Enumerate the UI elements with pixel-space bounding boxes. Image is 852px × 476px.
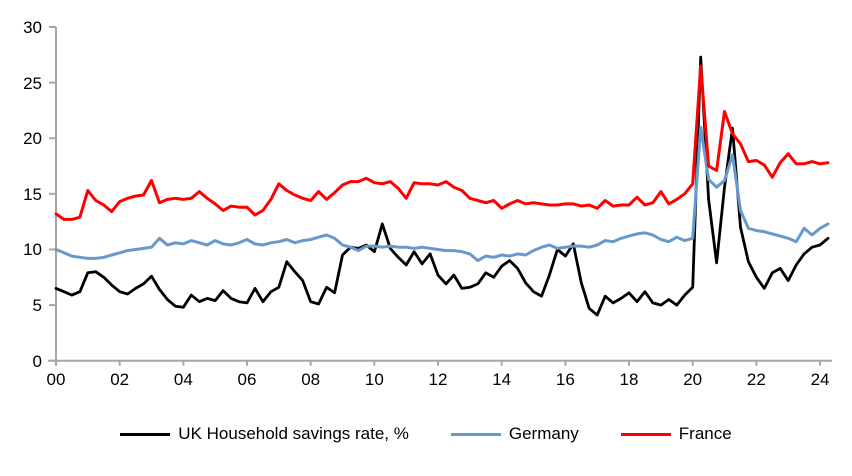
legend-item-france: France: [620, 424, 732, 444]
y-axis-tick-label: 30: [23, 18, 42, 37]
series-line-france: [54, 64, 830, 221]
legend-item-uk: UK Household savings rate, %: [120, 424, 409, 444]
y-axis-tick-label: 20: [23, 129, 42, 149]
x-axis-tick-label: 08: [301, 369, 321, 389]
y-axis-tick-label: 15: [23, 184, 42, 204]
y-axis-tick-label: 5: [32, 296, 42, 316]
x-axis-tick-label: 24: [810, 369, 830, 389]
y-axis-tick-label: 10: [23, 240, 42, 260]
x-axis-tick-label: 00: [46, 369, 66, 389]
x-axis-tick-label: 10: [364, 369, 384, 389]
series-line-germany: [54, 125, 830, 263]
series-line-uk: [54, 55, 830, 317]
x-axis-tick-label: 22: [746, 369, 766, 389]
x-axis-tick-label: 20: [683, 369, 703, 389]
france-line-swatch: [620, 432, 671, 436]
x-axis-tick-label: 18: [619, 369, 639, 389]
x-axis-tick-label: 02: [110, 369, 130, 389]
x-axis-tick-label: 12: [428, 369, 448, 389]
x-axis-tick-label: 06: [237, 369, 257, 389]
x-axis-tick-label: 04: [173, 369, 193, 389]
y-axis-tick-label: 0: [32, 351, 42, 371]
x-axis-tick-label: 16: [555, 369, 575, 389]
chart-legend: UK Household savings rate, % Germany Fra…: [0, 424, 852, 444]
germany-line-swatch: [450, 432, 501, 436]
legend-item-germany: Germany: [450, 424, 579, 444]
legend-label-france: France: [678, 424, 732, 443]
y-axis-tick-label: 25: [23, 73, 42, 93]
legend-label-uk: UK Household savings rate, %: [178, 424, 409, 443]
x-axis-tick-label: 14: [492, 369, 512, 389]
uk-line-swatch: [120, 432, 171, 436]
legend-label-germany: Germany: [508, 424, 579, 443]
